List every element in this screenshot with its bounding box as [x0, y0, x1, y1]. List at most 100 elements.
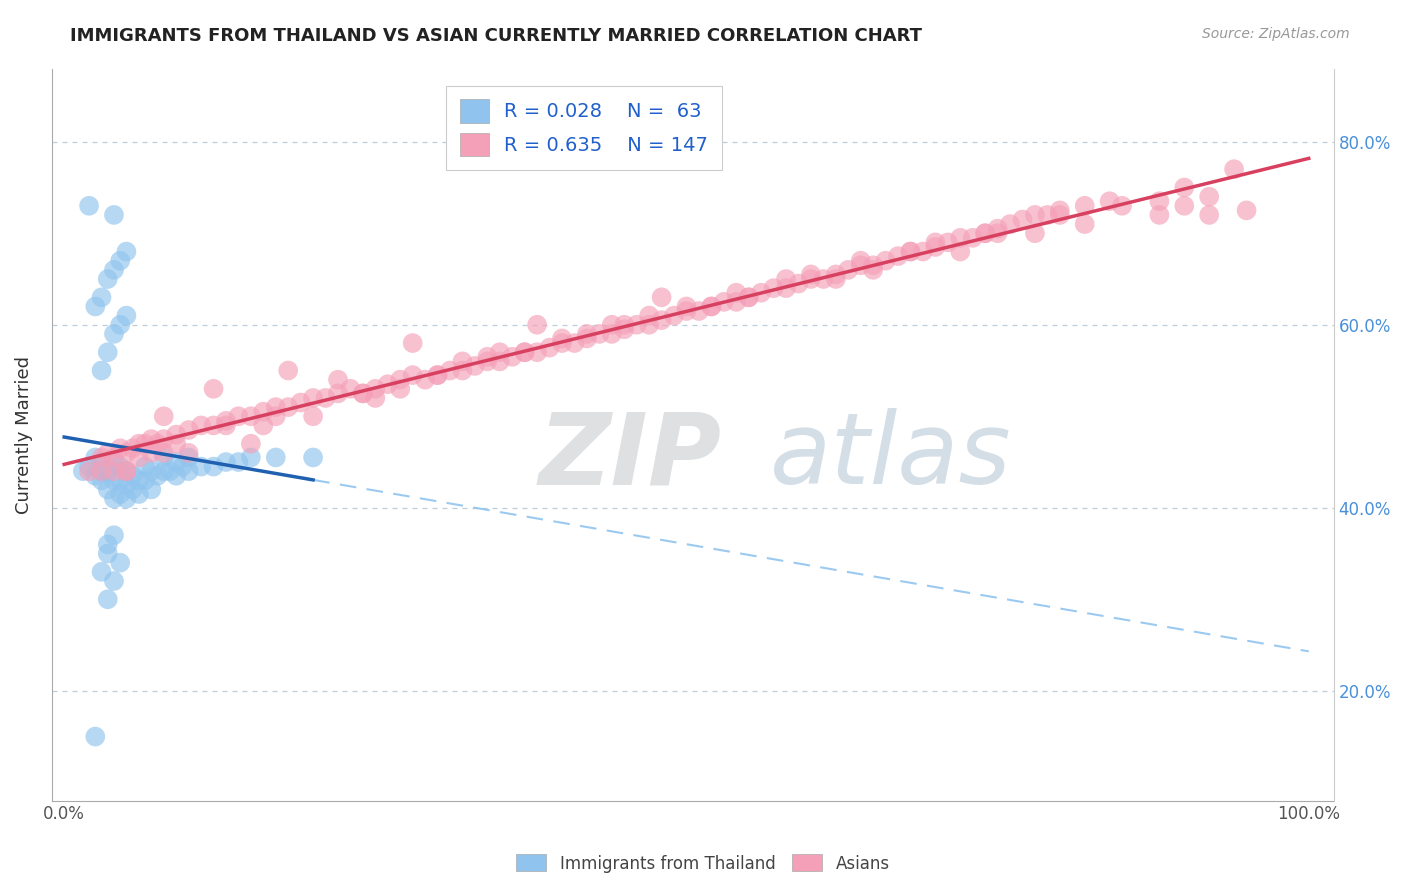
Point: [103, 450, 125, 465]
Point: [115, 244, 138, 259]
Point: [103, 491, 125, 506]
Point: [152, 432, 174, 446]
Point: [600, 318, 623, 332]
Point: [1149, 194, 1171, 209]
Point: [172, 459, 194, 474]
Point: [252, 405, 274, 419]
Point: [924, 235, 946, 250]
Text: Source: ZipAtlas.com: Source: ZipAtlas.com: [1202, 27, 1350, 41]
Point: [103, 464, 125, 478]
Point: [526, 345, 548, 359]
Point: [513, 345, 536, 359]
Point: [103, 528, 125, 542]
Point: [962, 231, 984, 245]
Point: [72, 464, 94, 478]
Legend: R = 0.028    N =  63, R = 0.635    N = 147: R = 0.028 N = 63, R = 0.635 N = 147: [446, 86, 721, 170]
Point: [426, 368, 449, 383]
Point: [402, 336, 425, 351]
Point: [215, 455, 238, 469]
Point: [352, 386, 374, 401]
Point: [638, 318, 661, 332]
Point: [90, 455, 112, 469]
Point: [264, 409, 287, 424]
Point: [887, 249, 910, 263]
Point: [90, 464, 112, 478]
Point: [477, 354, 499, 368]
Point: [464, 359, 486, 373]
Point: [290, 395, 312, 409]
Point: [439, 363, 461, 377]
Point: [97, 537, 120, 551]
Point: [115, 464, 138, 478]
Point: [165, 468, 187, 483]
Point: [911, 244, 934, 259]
Point: [90, 565, 112, 579]
Point: [575, 326, 598, 341]
Point: [165, 455, 187, 469]
Point: [936, 235, 959, 250]
Point: [564, 336, 586, 351]
Point: [477, 350, 499, 364]
Point: [813, 272, 835, 286]
Point: [924, 240, 946, 254]
Y-axis label: Currently Married: Currently Married: [15, 356, 32, 514]
Point: [77, 459, 100, 474]
Point: [762, 281, 785, 295]
Point: [146, 436, 169, 450]
Point: [165, 427, 187, 442]
Point: [875, 253, 897, 268]
Point: [987, 226, 1010, 240]
Point: [121, 442, 143, 456]
Point: [1149, 208, 1171, 222]
Point: [526, 318, 548, 332]
Point: [115, 464, 138, 478]
Point: [613, 322, 636, 336]
Point: [77, 199, 100, 213]
Point: [264, 450, 287, 465]
Point: [177, 450, 200, 465]
Point: [141, 432, 163, 446]
Point: [613, 318, 636, 332]
Point: [837, 263, 859, 277]
Point: [738, 290, 761, 304]
Point: [775, 281, 797, 295]
Point: [152, 446, 174, 460]
Point: [121, 468, 143, 483]
Point: [389, 382, 412, 396]
Point: [84, 730, 107, 744]
Point: [177, 446, 200, 460]
Point: [974, 226, 997, 240]
Point: [949, 231, 972, 245]
Point: [97, 446, 120, 460]
Point: [103, 455, 125, 469]
Point: [115, 478, 138, 492]
Point: [588, 326, 610, 341]
Point: [513, 345, 536, 359]
Point: [900, 244, 922, 259]
Point: [121, 483, 143, 497]
Point: [228, 409, 250, 424]
Point: [90, 473, 112, 487]
Point: [302, 409, 325, 424]
Point: [202, 459, 225, 474]
Point: [239, 409, 262, 424]
Point: [97, 483, 120, 497]
Point: [215, 418, 238, 433]
Point: [725, 294, 748, 309]
Point: [626, 318, 648, 332]
Point: [352, 386, 374, 401]
Point: [239, 450, 262, 465]
Point: [1173, 180, 1195, 194]
Point: [364, 391, 387, 405]
Text: IMMIGRANTS FROM THAILAND VS ASIAN CURRENTLY MARRIED CORRELATION CHART: IMMIGRANTS FROM THAILAND VS ASIAN CURREN…: [70, 27, 922, 45]
Point: [134, 473, 156, 487]
Point: [97, 547, 120, 561]
Point: [1073, 217, 1095, 231]
Point: [1049, 208, 1071, 222]
Point: [115, 309, 138, 323]
Point: [264, 400, 287, 414]
Point: [302, 391, 325, 405]
Point: [108, 318, 131, 332]
Point: [364, 382, 387, 396]
Point: [215, 414, 238, 428]
